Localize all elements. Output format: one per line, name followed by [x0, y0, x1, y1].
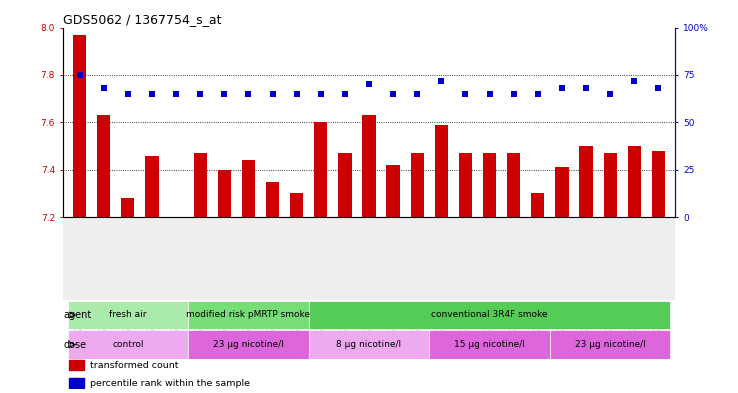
Text: modified risk pMRTP smoke: modified risk pMRTP smoke [187, 310, 311, 320]
Point [339, 91, 351, 97]
Text: 23 µg nicotine/l: 23 µg nicotine/l [575, 340, 646, 349]
Bar [652, 151, 665, 217]
Bar [308, 301, 670, 329]
Point [483, 91, 495, 97]
Bar [604, 153, 617, 217]
Point [170, 91, 182, 97]
Text: transformed count: transformed count [90, 361, 179, 370]
Text: 8 µg nicotine/l: 8 µg nicotine/l [337, 340, 401, 349]
Bar [387, 165, 400, 217]
Bar [338, 153, 351, 217]
Point [243, 91, 255, 97]
Point [146, 91, 158, 97]
Point [604, 91, 616, 97]
Point [628, 77, 640, 84]
Bar [73, 35, 86, 217]
Text: control: control [112, 340, 144, 349]
Bar [266, 182, 279, 217]
Point [460, 91, 472, 97]
Text: dose: dose [63, 340, 86, 350]
Bar [531, 193, 545, 217]
Bar [69, 360, 84, 370]
Point [122, 91, 134, 97]
Point [266, 91, 278, 97]
Bar [188, 331, 308, 359]
Point [363, 81, 375, 88]
Bar [188, 301, 308, 329]
Bar [314, 122, 328, 217]
Bar [579, 146, 593, 217]
Point [74, 72, 86, 78]
Text: percentile rank within the sample: percentile rank within the sample [90, 378, 250, 387]
Text: 23 µg nicotine/l: 23 µg nicotine/l [213, 340, 284, 349]
Bar [483, 153, 496, 217]
Bar [550, 331, 670, 359]
Point [387, 91, 399, 97]
Point [411, 91, 423, 97]
Bar [68, 301, 188, 329]
Point [652, 85, 664, 91]
Bar [145, 156, 159, 217]
Bar [69, 378, 84, 388]
Point [435, 77, 447, 84]
Bar [507, 153, 520, 217]
Bar [68, 331, 188, 359]
Bar [242, 160, 255, 217]
Text: GDS5062 / 1367754_s_at: GDS5062 / 1367754_s_at [63, 13, 221, 26]
Point [508, 91, 520, 97]
Bar [290, 193, 303, 217]
Text: agent: agent [63, 310, 92, 320]
Point [218, 91, 230, 97]
Bar [308, 331, 430, 359]
Bar [435, 125, 448, 217]
Point [556, 85, 568, 91]
Point [291, 91, 303, 97]
Bar [362, 115, 376, 217]
Bar [97, 115, 111, 217]
Bar [410, 153, 424, 217]
Point [315, 91, 327, 97]
Text: conventional 3R4F smoke: conventional 3R4F smoke [431, 310, 548, 320]
Bar [218, 170, 231, 217]
Point [98, 85, 110, 91]
Bar [193, 153, 207, 217]
Point [532, 91, 544, 97]
Point [580, 85, 592, 91]
Point [194, 91, 206, 97]
Bar [430, 331, 550, 359]
Bar [555, 167, 568, 217]
Text: fresh air: fresh air [109, 310, 147, 320]
Bar [459, 153, 472, 217]
Bar [121, 198, 134, 217]
Bar [627, 146, 641, 217]
Text: 15 µg nicotine/l: 15 µg nicotine/l [454, 340, 525, 349]
